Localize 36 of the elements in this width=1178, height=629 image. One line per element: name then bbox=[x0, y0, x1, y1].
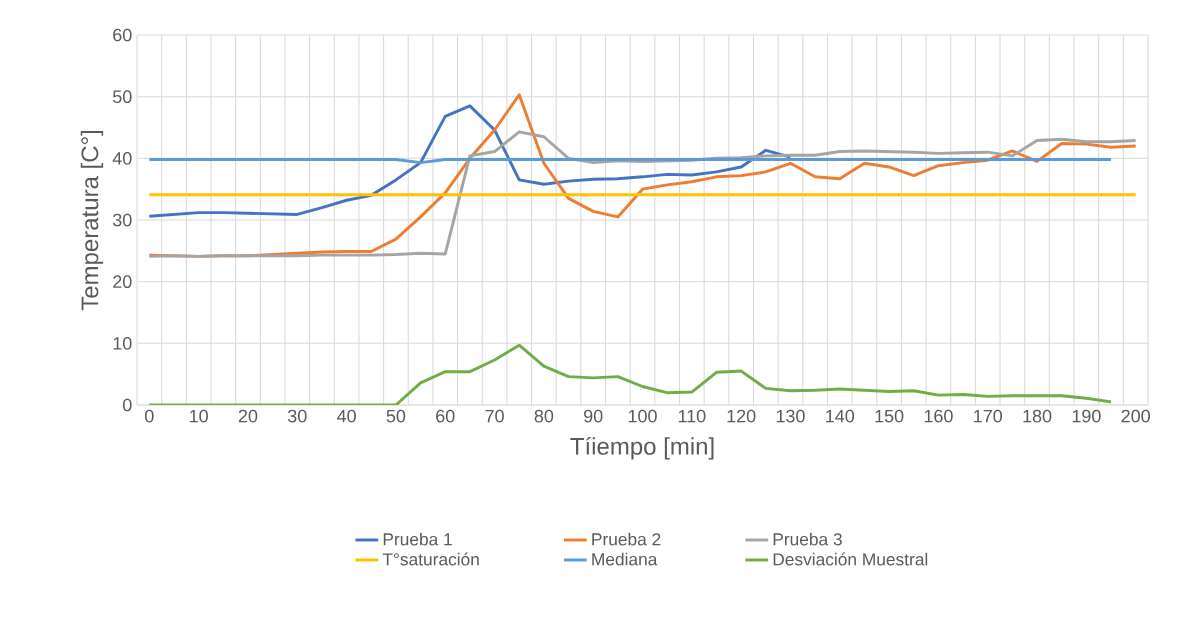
legend-label: Prueba 1 bbox=[383, 532, 452, 546]
legend-label: Desviación Muestral bbox=[773, 552, 928, 566]
x-tick-label: 160 bbox=[924, 409, 953, 423]
legend-label: T°saturación bbox=[382, 552, 479, 566]
x-tick-label: 70 bbox=[485, 409, 504, 423]
x-tick-label: 200 bbox=[1121, 409, 1150, 423]
y-tick-label: 0 bbox=[122, 398, 132, 412]
legend-label: Prueba 2 bbox=[592, 532, 661, 546]
legend-label: Prueba 3 bbox=[773, 532, 842, 546]
x-tick-label: 90 bbox=[584, 409, 603, 423]
x-tick-label: 80 bbox=[534, 409, 554, 423]
y-tick-label: 60 bbox=[113, 28, 132, 42]
x-tick-label: 150 bbox=[875, 409, 904, 423]
y-tick-label: 20 bbox=[113, 275, 132, 289]
x-tick-label: 50 bbox=[386, 409, 406, 423]
x-tick-label: 10 bbox=[190, 409, 208, 423]
y-tick-label: 50 bbox=[112, 90, 132, 104]
x-tick-label: 40 bbox=[337, 409, 356, 423]
x-tick-label: 0 bbox=[145, 409, 154, 423]
y-tick-label: 30 bbox=[112, 213, 132, 227]
x-tick-label: 20 bbox=[238, 409, 258, 423]
x-tick-label: 60 bbox=[436, 409, 455, 423]
x-tick-label: 120 bbox=[727, 409, 756, 423]
y-tick-label: 10 bbox=[113, 336, 132, 350]
x-tick-label: 100 bbox=[628, 409, 657, 423]
y-tick-label: 40 bbox=[112, 151, 132, 165]
y-axis-title: Temperatura [C°] bbox=[80, 130, 104, 311]
legend-label: Mediana bbox=[592, 552, 658, 566]
x-tick-label: 170 bbox=[974, 409, 1003, 423]
x-tick-label: 110 bbox=[678, 409, 706, 423]
x-tick-label: 140 bbox=[826, 409, 855, 423]
x-tick-label: 130 bbox=[776, 409, 805, 423]
x-tick-label: 180 bbox=[1023, 409, 1052, 423]
x-axis-title: Tíiempo [min] bbox=[570, 436, 714, 460]
x-tick-label: 30 bbox=[287, 409, 307, 423]
x-tick-label: 190 bbox=[1072, 409, 1101, 423]
